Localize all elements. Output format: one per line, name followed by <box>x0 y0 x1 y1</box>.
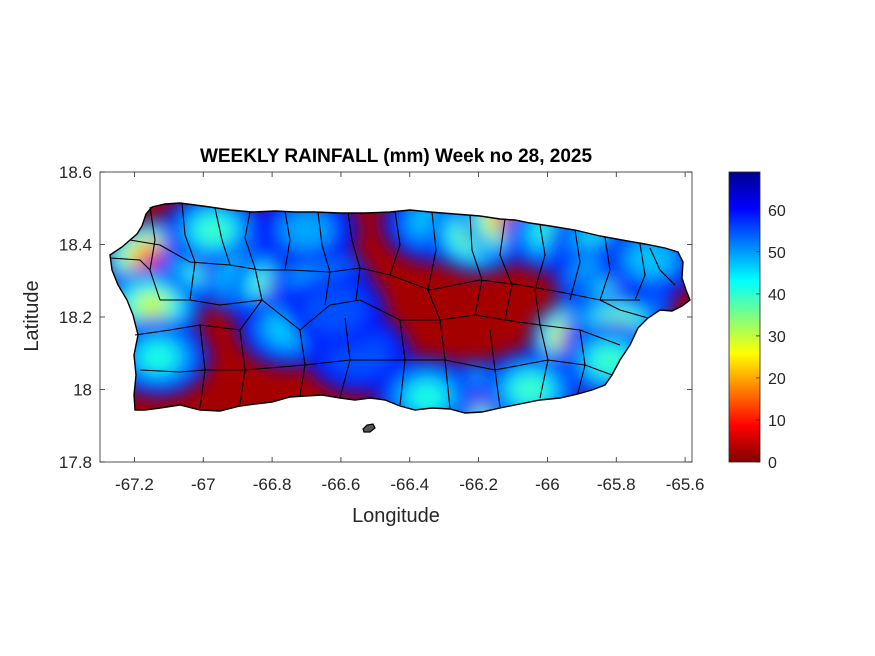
rain-cell <box>629 243 672 275</box>
x-tick-label: -66.8 <box>253 475 292 494</box>
x-tick-label: -66.2 <box>459 475 498 494</box>
municipality-boundaries <box>109 202 676 409</box>
municipality-line <box>244 211 263 301</box>
colorbar-tick-label: 50 <box>768 245 786 262</box>
municipality-line <box>181 202 196 301</box>
municipality-line <box>499 218 513 321</box>
municipality-line <box>214 207 231 266</box>
municipality-line <box>134 299 621 346</box>
x-tick-label: -65.6 <box>666 475 705 494</box>
municipality-line <box>649 247 676 286</box>
municipality-line <box>109 257 151 271</box>
colorbar-tick-label: 0 <box>768 455 777 472</box>
municipality-line <box>389 210 401 276</box>
municipality-line <box>160 299 263 306</box>
colorbar-tick-label: 30 <box>768 329 786 346</box>
municipality-line <box>599 236 611 301</box>
rain-cell <box>513 376 547 403</box>
colorbar <box>728 171 761 463</box>
rain-cell <box>409 383 445 411</box>
x-axis-ticks: -67.2 -67 -66.8 -66.6 -66.4 -66.2 -66 -65.8 -65.… <box>115 172 704 494</box>
municipality-line <box>317 211 331 306</box>
municipality-line <box>139 359 613 376</box>
y-tick-label: 18 <box>73 381 92 400</box>
x-tick-label: -67.2 <box>115 475 154 494</box>
rain-cell <box>196 217 231 243</box>
colorbar-tick-label: 20 <box>768 371 786 388</box>
municipality-line <box>129 239 640 301</box>
municipality-line <box>427 211 441 321</box>
municipality-line <box>569 229 581 301</box>
x-tick-label: -65.8 <box>597 475 636 494</box>
y-tick-label: 18.6 <box>59 163 92 182</box>
municipality-line <box>534 224 546 326</box>
rain-cell <box>301 284 367 335</box>
y-axis-label: Latitude <box>21 280 43 351</box>
rain-cell <box>141 343 176 371</box>
municipality-line <box>634 243 646 301</box>
y-tick-label: 18.2 <box>59 308 92 327</box>
colorbar-tick-label: 10 <box>768 413 786 430</box>
x-tick-label: -67 <box>191 475 216 494</box>
municipality-line <box>469 214 483 316</box>
coastline <box>109 202 691 414</box>
y-axis-ticks: 18.6 18.4 18.2 18 17.8 <box>59 163 692 472</box>
y-tick-label: 18.4 <box>59 236 92 255</box>
colorbar-tick-label: 40 <box>768 287 786 304</box>
x-axis-label: Longitude <box>352 505 440 527</box>
offshore-island <box>362 423 376 433</box>
municipality-line <box>284 210 291 271</box>
municipality-line <box>149 206 161 301</box>
x-tick-label: -66 <box>535 475 560 494</box>
municipality-line <box>599 299 649 319</box>
colorbar-ticks: 60 50 40 30 20 10 0 <box>756 203 786 472</box>
rain-cell <box>283 212 330 248</box>
x-tick-label: -66.6 <box>322 475 361 494</box>
colorbar-tick-label: 60 <box>768 203 786 220</box>
municipality-line <box>347 212 361 301</box>
rain-cell <box>137 295 166 317</box>
x-tick-label: -66.4 <box>390 475 429 494</box>
y-tick-label: 17.8 <box>59 453 92 472</box>
chart-title: WEEKLY RAINFALL (mm) Week no 28, 2025 <box>200 146 593 167</box>
